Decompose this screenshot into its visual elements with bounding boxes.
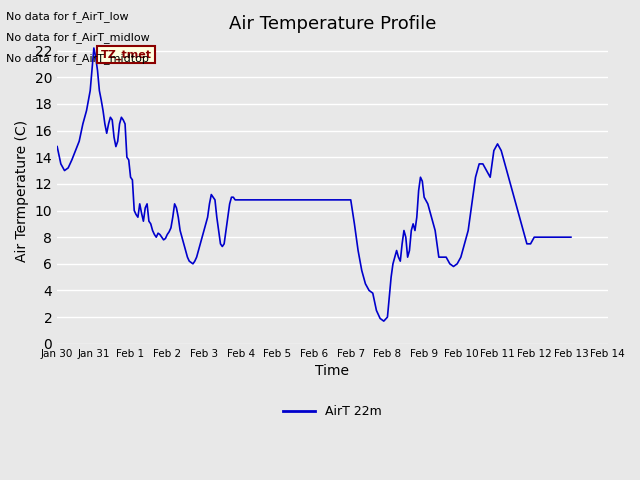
Text: TZ_tmet: TZ_tmet bbox=[100, 49, 152, 60]
X-axis label: Time: Time bbox=[316, 364, 349, 378]
Text: No data for f_AirT_midlow: No data for f_AirT_midlow bbox=[6, 32, 150, 43]
Text: No data for f_AirT_midtop: No data for f_AirT_midtop bbox=[6, 53, 149, 64]
Y-axis label: Air Termperature (C): Air Termperature (C) bbox=[15, 120, 29, 262]
Title: Air Temperature Profile: Air Temperature Profile bbox=[228, 15, 436, 33]
Legend: AirT 22m: AirT 22m bbox=[278, 400, 387, 423]
Text: No data for f_AirT_low: No data for f_AirT_low bbox=[6, 11, 129, 22]
